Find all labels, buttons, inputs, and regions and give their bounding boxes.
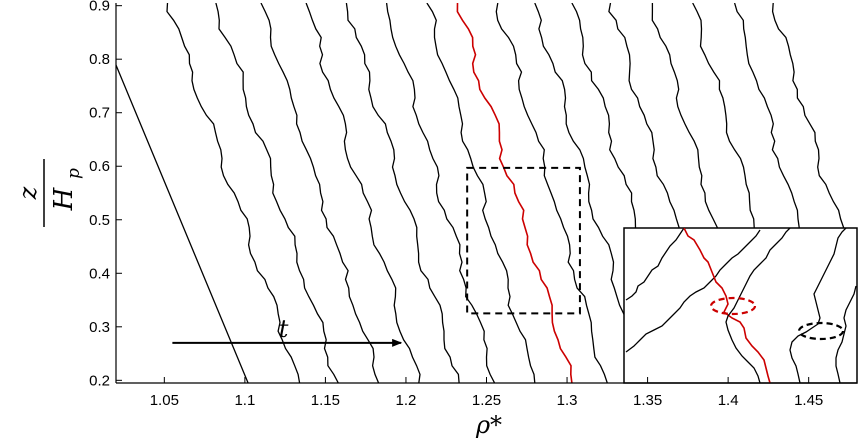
- inset-highlight-marker-red: [709, 296, 757, 316]
- inset-frame: [623, 227, 858, 384]
- series-line: [305, 3, 421, 383]
- y-axis-label-numerator: z: [14, 186, 42, 200]
- series-line: [345, 3, 460, 383]
- zoom-box: [466, 166, 581, 315]
- y-tick-label: 0.7: [89, 105, 110, 122]
- y-tick-label: 0.5: [89, 212, 110, 229]
- x-tick-label: 1.3: [557, 392, 578, 409]
- inset-curve-highlight: [683, 228, 771, 383]
- x-tick-label: 1.1: [234, 392, 255, 409]
- y-tick-label: 0.6: [89, 158, 110, 175]
- y-tick-label: 0.4: [89, 265, 110, 282]
- x-tick-label: 1.35: [633, 392, 662, 409]
- series-layer: [116, 3, 857, 383]
- x-tick-label: 1.2: [396, 392, 417, 409]
- x-tick-label: 1.4: [718, 392, 739, 409]
- inset-curve: [835, 285, 857, 383]
- y-axis-label-denominator: H: [49, 186, 79, 211]
- y-axis-label-subscript: p: [64, 168, 84, 179]
- x-tick-label: 1.25: [472, 392, 501, 409]
- x-axis-label: ρ*: [475, 411, 502, 439]
- series-line: [426, 3, 536, 383]
- y-tick-label: 0.3: [89, 319, 110, 336]
- series-line: [495, 3, 608, 383]
- inset-curve: [725, 228, 791, 383]
- series-line-highlight: [456, 3, 573, 383]
- x-tick-label: 1.05: [150, 392, 179, 409]
- inset-panel: [623, 227, 858, 384]
- x-tick-label: 1.15: [311, 392, 340, 409]
- inset-curve: [625, 229, 761, 353]
- y-tick-label: 0.9: [89, 0, 110, 15]
- inset-curves: [625, 228, 857, 383]
- time-arrow-label: t: [279, 315, 289, 343]
- inset-highlight-marker-black: [797, 321, 845, 341]
- series-line: [260, 3, 380, 383]
- x-tick-label: 1.45: [794, 392, 823, 409]
- y-axis-label: z H p: [14, 159, 84, 227]
- series-line: [215, 3, 339, 383]
- y-tick-label: 0.2: [89, 372, 110, 389]
- series-line: [166, 3, 301, 383]
- y-tick-label: 0.8: [89, 51, 110, 68]
- inset-curve: [625, 228, 685, 301]
- series-line: [771, 3, 857, 284]
- inset-curve: [789, 228, 847, 383]
- ticks-layer: 1.05 1.1 1.15 1.2 1.25 1.3 1.35 1.4 1.45 0.2 0.3 0.…: [89, 0, 823, 409]
- series-line: [385, 3, 496, 383]
